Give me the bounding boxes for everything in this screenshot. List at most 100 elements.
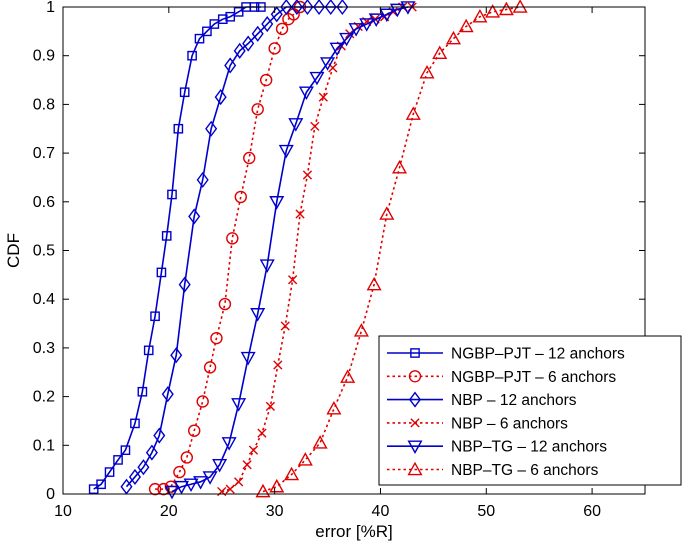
series-line (171, 6, 409, 493)
x-marker (257, 428, 267, 438)
triangle-up-marker (326, 401, 342, 415)
x-marker (225, 484, 235, 494)
y-tick-label: 0.1 (33, 437, 55, 454)
y-tick-label: 0.5 (33, 243, 55, 260)
circle-marker (173, 465, 186, 479)
square-marker (187, 50, 197, 61)
y-tick-label: 0.6 (33, 194, 55, 211)
triangle-down-marker (240, 351, 256, 366)
triangle-up-marker (445, 30, 461, 45)
square-marker (410, 348, 420, 358)
circle-marker (196, 395, 209, 408)
x-marker (273, 360, 283, 370)
triangle-down-marker (193, 476, 209, 490)
triangle-up-marker (340, 369, 356, 383)
triangle-up-marker (432, 45, 448, 60)
square-marker (150, 311, 160, 322)
triangle-up-marker (458, 18, 474, 33)
triangle-up-marker (297, 452, 313, 466)
legend-item: NBP–TG – 6 anchors (387, 461, 599, 479)
y-axis-label: CDF (4, 233, 23, 268)
triangle-down-marker (389, 3, 405, 18)
diamond-marker (161, 386, 174, 403)
series-line (93, 6, 261, 490)
diamond-marker (170, 347, 183, 364)
triangle-down-marker (288, 118, 304, 132)
triangle-down-marker (259, 259, 275, 273)
triangle-down-marker (298, 86, 314, 100)
circle-marker (408, 370, 422, 383)
square-marker (225, 11, 236, 22)
square-marker (173, 123, 184, 134)
triangle-down-marker (329, 42, 345, 57)
square-marker (104, 467, 115, 477)
circle-marker (251, 103, 264, 116)
square-marker (179, 87, 190, 98)
legend-item: NGBP–PJT – 12 anchors (387, 346, 625, 363)
triangle-down-marker (368, 13, 384, 27)
circle-marker (180, 451, 194, 464)
series-line (155, 6, 301, 490)
diamond-marker (178, 276, 191, 293)
triangle-up-marker (353, 323, 369, 337)
x-marker (295, 209, 305, 219)
diamond-marker (137, 459, 150, 476)
square-marker (120, 445, 131, 455)
x-marker (242, 460, 252, 470)
square-marker (217, 14, 228, 25)
diamond-marker (242, 35, 255, 52)
series-6 (255, 0, 528, 498)
y-tick-label: 0.3 (33, 340, 55, 357)
triangle-up-marker (405, 106, 421, 120)
legend-label: NGBP–PJT – 12 anchors (451, 346, 625, 363)
triangle-down-marker (212, 459, 228, 473)
legend-label: NBP–TG – 12 anchors (451, 439, 607, 456)
triangle-up-marker (312, 435, 328, 449)
legend-label: NBP – 6 anchors (451, 415, 568, 432)
triangle-up-marker (255, 483, 271, 498)
diamond-marker (145, 444, 158, 461)
triangle-up-marker (391, 159, 408, 174)
triangle-down-marker (320, 57, 336, 71)
legend-item: NBP–TG – 12 anchors (387, 439, 607, 456)
y-tick-label: 0.9 (33, 48, 55, 65)
legend-box (378, 335, 682, 486)
x-tick-label: 50 (477, 503, 495, 520)
y-tick-label: 0.7 (33, 145, 55, 162)
circle-marker (226, 232, 239, 245)
legend-item: NGBP–PJT – 6 anchors (387, 369, 616, 386)
legend-label: NGBP–PJT – 6 anchors (451, 369, 616, 386)
square-marker (88, 484, 99, 494)
triangle-down-marker (379, 8, 395, 23)
diamond-marker (196, 171, 209, 188)
series-1 (88, 2, 266, 494)
circle-marker (268, 42, 281, 55)
y-tick-label: 1 (46, 0, 55, 16)
triangle-up-marker (472, 8, 488, 23)
x-marker (234, 477, 244, 487)
x-tick-label: 40 (372, 503, 390, 520)
diamond-marker (290, 0, 303, 16)
square-marker (233, 7, 244, 17)
triangle-down-marker (183, 478, 199, 493)
triangle-down-marker (359, 18, 375, 32)
diamond-marker (205, 120, 218, 137)
y-tick-label: 0 (46, 486, 55, 503)
triangle-down-marker (250, 308, 266, 322)
y-tick-label: 0.8 (33, 96, 55, 113)
y-tick-label: 0.4 (33, 291, 55, 308)
circle-marker (234, 190, 247, 204)
triangle-down-marker (269, 196, 285, 210)
diamond-marker (233, 42, 246, 59)
triangle-down-marker (202, 471, 218, 485)
square-marker (137, 386, 148, 397)
circle-marker (188, 424, 201, 437)
triangle-up-marker (407, 461, 423, 476)
x-tick-label: 30 (266, 503, 284, 520)
x-tick-label: 60 (583, 503, 601, 520)
circle-marker (148, 482, 162, 496)
x-axis-label: error [%R] (315, 522, 392, 541)
y-tick-label: 0.2 (33, 389, 55, 406)
triangle-down-marker (348, 23, 364, 37)
